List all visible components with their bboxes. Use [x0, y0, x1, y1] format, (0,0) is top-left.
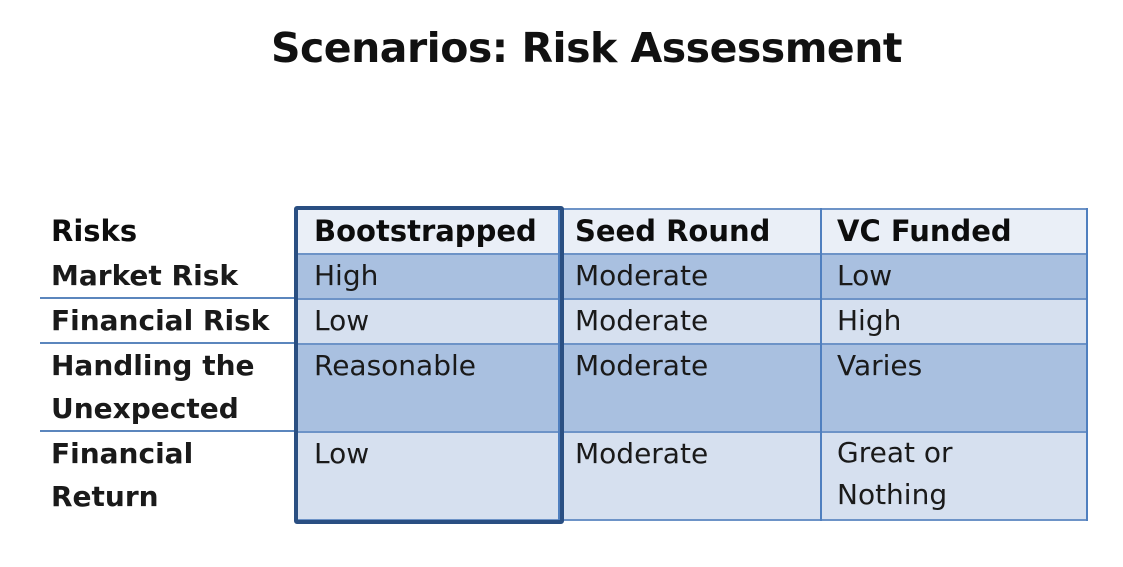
row-label-line: Financial — [51, 437, 194, 470]
grid-line — [296, 343, 1088, 345]
row-label-financial-return: Financial Return — [40, 432, 296, 520]
cell-financial-risk-bootstrapped: Low — [314, 304, 370, 337]
slide-title: Scenarios: Risk Assessment — [270, 24, 903, 72]
header-bg-seed — [558, 208, 820, 254]
bootstrapped-highlight-frame — [294, 206, 564, 524]
cell-financial-risk-seed: Moderate — [575, 304, 709, 337]
cell-market-seed: Moderate — [575, 259, 709, 292]
cell-market-bootstrapped: High — [314, 259, 379, 292]
row-label-line: Unexpected — [51, 392, 239, 425]
header-bg-vc — [820, 208, 1086, 254]
grid-line — [296, 298, 1088, 300]
corner-label: Risks — [51, 214, 138, 248]
row-label-line: Return — [51, 480, 159, 513]
row-bg-financial-risk — [296, 299, 1086, 344]
grid-line — [296, 253, 1088, 255]
cell-unexpected-vc: Varies — [837, 349, 923, 382]
row-bg-unexpected — [296, 344, 1086, 432]
cell-line: Nothing — [837, 478, 948, 511]
cell-return-vc: Great or Nothing — [820, 432, 1086, 520]
header-bg-bootstrapped — [296, 208, 558, 254]
row-bg-return — [296, 432, 1086, 520]
cell-unexpected-bootstrapped: Reasonable — [314, 349, 476, 382]
cell-return-bootstrapped: Low — [314, 437, 370, 470]
risk-table: Risks Bootstrapped Seed Round VC Funded … — [40, 206, 1090, 524]
grid-line — [296, 519, 1088, 521]
row-label-line: Handling the — [51, 349, 255, 382]
column-header-vc-funded: VC Funded — [837, 214, 1012, 248]
row-label-handling-unexpected: Handling the Unexpected — [40, 344, 296, 432]
column-header-seed-round: Seed Round — [575, 214, 771, 248]
cell-line: Great or — [837, 436, 953, 469]
row-label-market-risk: Market Risk — [40, 254, 296, 299]
row-label-financial-risk: Financial Risk — [40, 299, 296, 344]
cell-market-vc: Low — [837, 259, 893, 292]
grid-line — [296, 431, 1088, 433]
grid-line — [558, 208, 560, 521]
grid-line — [296, 208, 1088, 210]
cell-return-seed: Moderate — [575, 437, 709, 470]
grid-line — [1086, 208, 1088, 521]
row-bg-market — [296, 254, 1086, 299]
cell-unexpected-seed: Moderate — [575, 349, 709, 382]
cell-financial-risk-vc: High — [837, 304, 902, 337]
column-header-bootstrapped: Bootstrapped — [314, 214, 537, 248]
grid-line — [820, 208, 822, 521]
